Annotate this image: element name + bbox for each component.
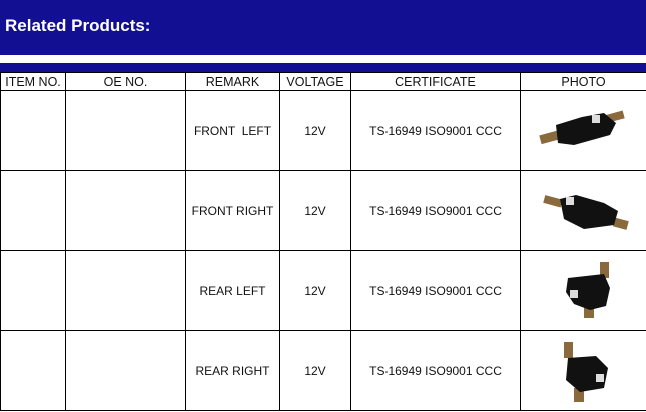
oe-no [65,90,186,171]
header-certificate: CERTIFICATE [350,72,521,91]
header-oe-no: OE NO. [65,72,186,91]
header-voltage: VOLTAGE [279,72,351,91]
certificate: TS-16949 ISO9001 CCC [350,330,521,411]
table-row: FRONT LEFT 12V TS-16949 ISO9001 CCC [0,90,646,171]
certificate: TS-16949 ISO9001 CCC [350,170,521,251]
door-lock-actuator-image [563,341,608,402]
photo [520,330,646,411]
remark: FRONT RIGHT [185,170,280,251]
item-no [0,330,66,411]
remark: REAR RIGHT [185,330,280,411]
header-item-no: ITEM NO. [0,72,66,91]
certificate: TS-16949 ISO9001 CCC [350,90,521,171]
door-lock-actuator-image [542,194,629,230]
header-photo: PHOTO [520,72,646,91]
voltage: 12V [279,250,351,331]
remark: REAR LEFT [185,250,280,331]
products-table: ITEM NO. OE NO. REMARK VOLTAGE CERTIFICA… [0,72,646,411]
item-no [0,90,66,171]
oe-no [65,250,186,331]
remark: FRONT LEFT [185,90,280,171]
table-row: FRONT RIGHT 12V TS-16949 ISO9001 CCC [0,170,646,251]
item-no [0,170,66,251]
oe-no [65,330,186,411]
photo [520,90,646,171]
divider-stripe [0,63,646,72]
item-no [0,250,66,331]
banner: Related Products: [0,0,646,55]
section-title: Related Products: [5,16,151,35]
oe-no [65,170,186,251]
table-row: REAR LEFT 12V TS-16949 ISO9001 CCC [0,250,646,331]
photo [520,170,646,251]
voltage: 12V [279,330,351,411]
photo [520,250,646,331]
table-row: REAR RIGHT 12V TS-16949 ISO9001 CCC [0,330,646,411]
header-remark: REMARK [185,72,280,91]
door-lock-actuator-image [538,110,625,145]
voltage: 12V [279,170,351,251]
certificate: TS-16949 ISO9001 CCC [350,250,521,331]
door-lock-actuator-image [565,261,610,318]
voltage: 12V [279,90,351,171]
header-row: ITEM NO. OE NO. REMARK VOLTAGE CERTIFICA… [0,72,646,91]
